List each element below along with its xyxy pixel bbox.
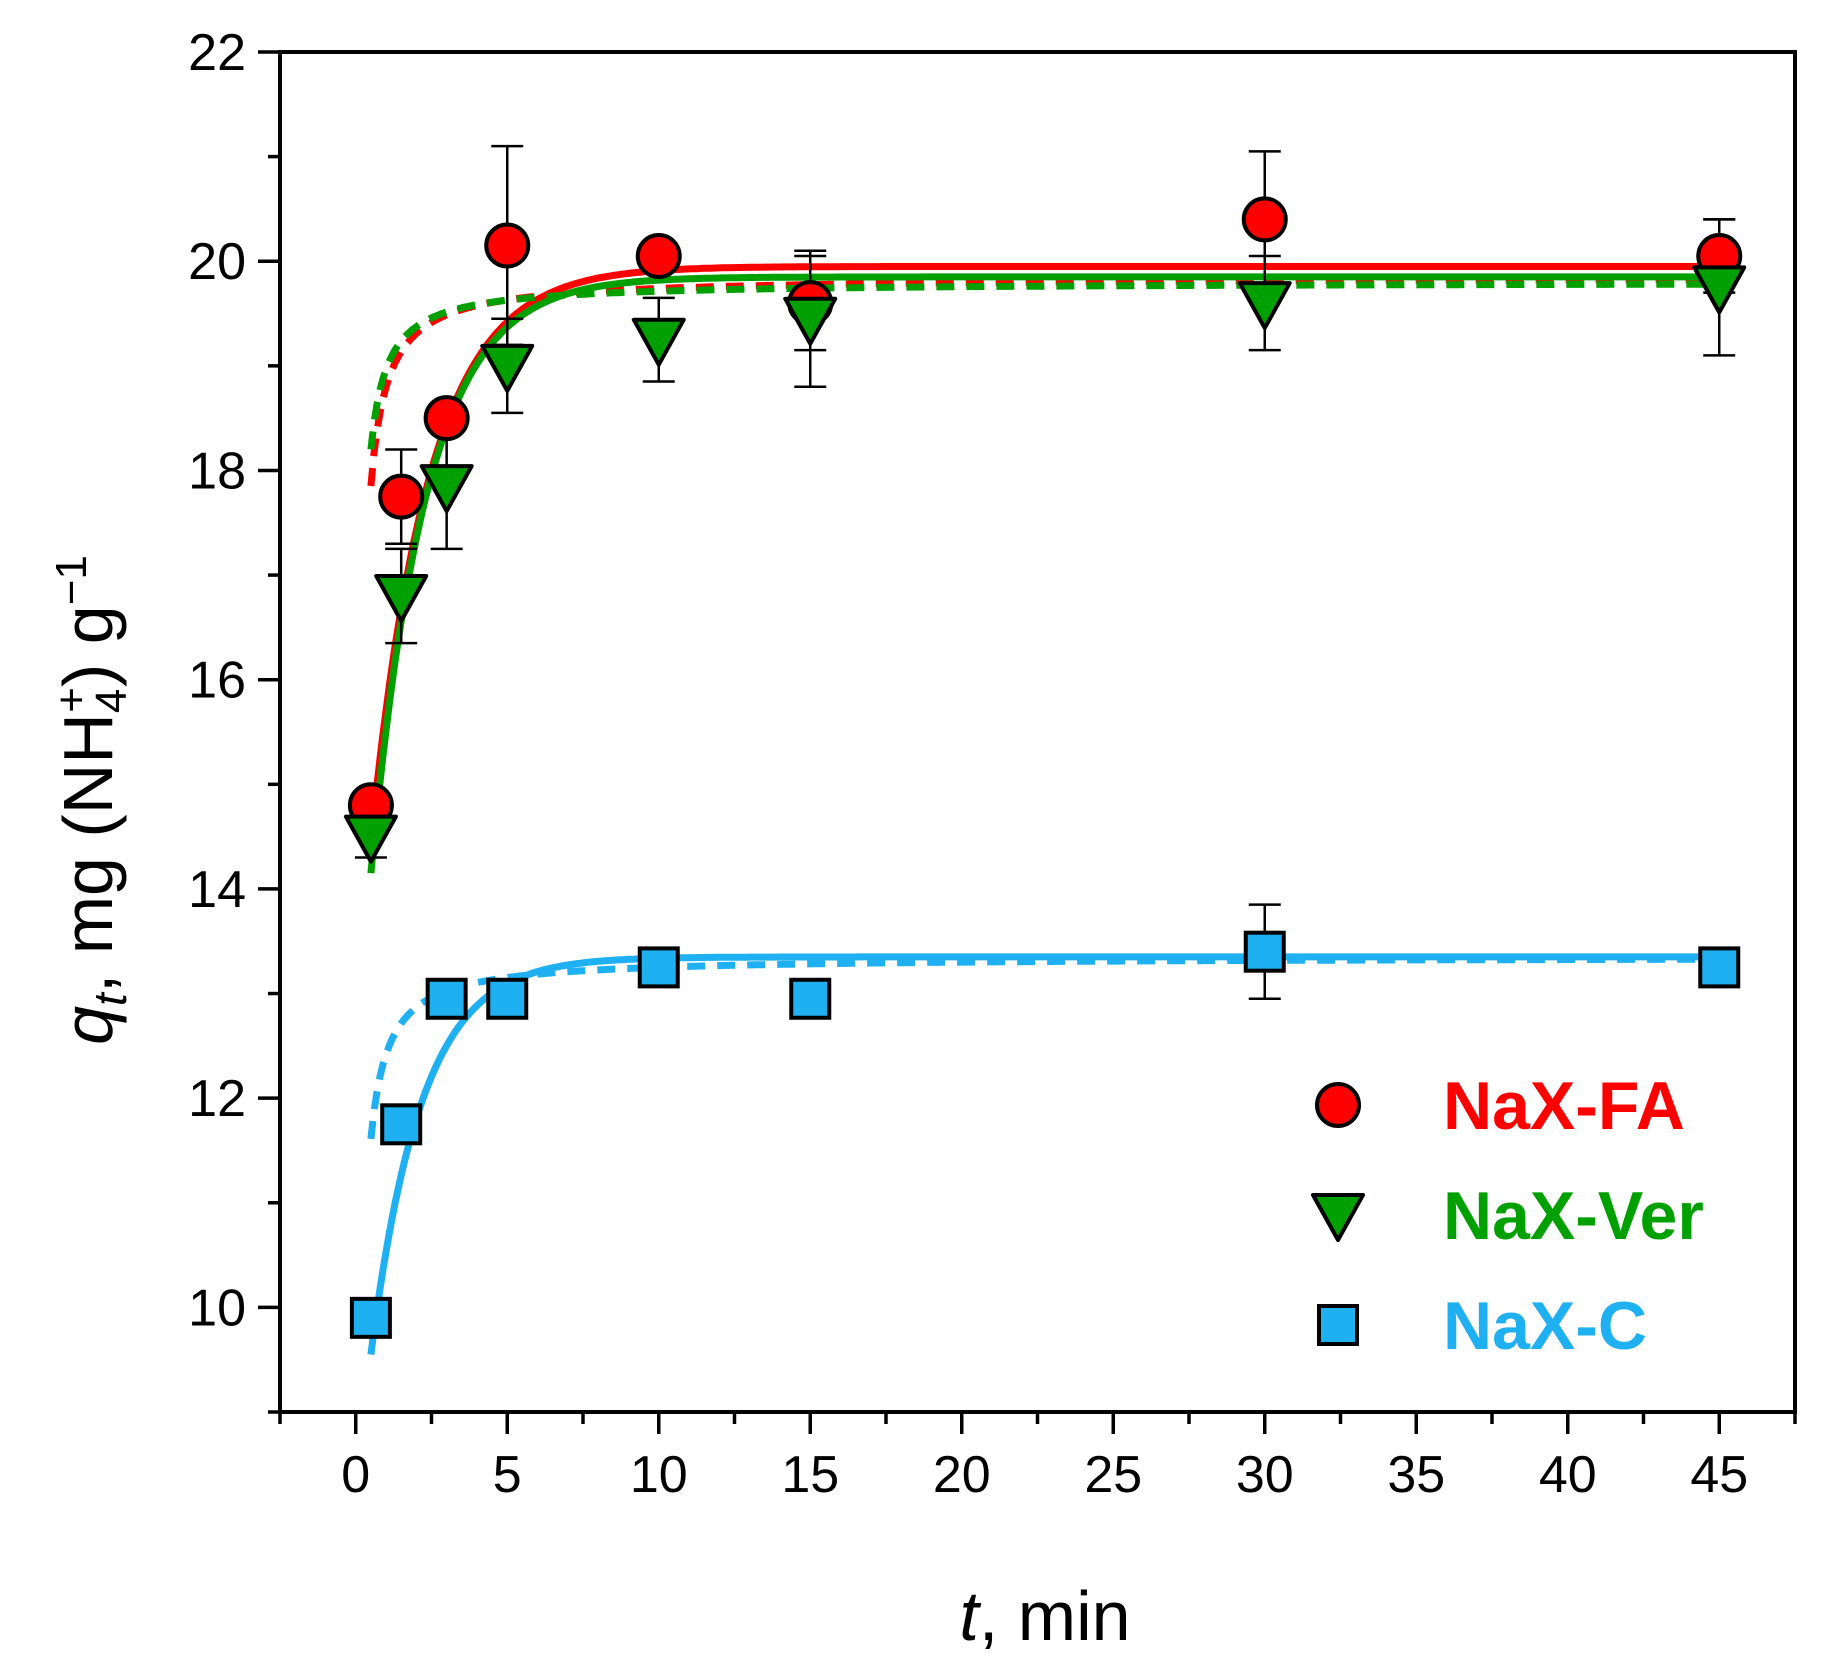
x-tick-label: 0 <box>341 1446 370 1504</box>
nax-c-data-point <box>789 977 832 1020</box>
legend-label-nax-c: NaX-C <box>1443 1288 1647 1364</box>
nax-c-data-point <box>1243 930 1286 973</box>
y-axis-label-tail: ) g <box>49 605 127 687</box>
y-tick-label: 10 <box>188 1279 246 1337</box>
x-axis-label: t, min <box>959 1577 1130 1655</box>
data-markers <box>343 196 1747 1339</box>
nax-fa-data-point <box>423 395 470 442</box>
x-axis-label-symbol: t <box>959 1577 981 1655</box>
legend-label-nax-ver: NaX-Ver <box>1443 1178 1704 1254</box>
nax-ver-data-point <box>374 574 429 623</box>
nax-ver-data-point <box>343 814 398 864</box>
legend: NaX-FA NaX-Ver NaX-C <box>1311 1068 1704 1364</box>
nax-ver-data-point <box>783 296 838 346</box>
y-axis-label-sub: 4 <box>87 689 136 713</box>
x-tick-label: 5 <box>493 1446 522 1504</box>
nax-c-data-point <box>486 977 529 1020</box>
nax-c-data-point <box>349 1296 392 1339</box>
nax-fa-data-point <box>1241 196 1288 243</box>
x-tick-label: 25 <box>1084 1446 1142 1504</box>
nax-c-fit-solid <box>367 953 1717 1355</box>
nax-ver-data-point <box>1692 265 1747 315</box>
nax-ver-fit-solid <box>367 273 1717 874</box>
y-tick-label: 18 <box>188 442 246 500</box>
x-tick-label: 15 <box>781 1446 839 1504</box>
nax-c-data-point <box>380 1103 423 1146</box>
fit-curves <box>367 263 1717 1355</box>
legend-marker-nax-fa <box>1315 1082 1361 1128</box>
axes: 0 5 10 15 20 25 30 35 40 45 10 12 14 16 18 20 22 <box>188 24 1797 1504</box>
legend-label-nax-fa: NaX-FA <box>1443 1068 1685 1144</box>
nax-fa-fit-solid <box>367 263 1717 843</box>
x-tick-label: 40 <box>1539 1446 1597 1504</box>
y-axis-label-tail-sup: −1 <box>47 555 96 605</box>
y-axis-label-sup: + <box>47 687 96 713</box>
nax-ver-fit-dashed <box>367 280 1717 450</box>
nax-fa-data-point <box>484 222 531 269</box>
x-tick-label: 30 <box>1236 1446 1294 1504</box>
x-tick-label: 20 <box>933 1446 991 1504</box>
x-tick-label: 35 <box>1387 1446 1445 1504</box>
legend-marker-nax-ver <box>1311 1193 1365 1242</box>
nax-c-data-point <box>425 977 468 1020</box>
x-tick-label: 45 <box>1690 1446 1748 1504</box>
y-tick-label: 22 <box>188 24 246 82</box>
y-tick-label: 20 <box>188 233 246 291</box>
y-axis-label-text: , mg (NH <box>49 713 127 993</box>
y-axis-label-symbol-sub: t <box>84 991 136 1006</box>
nax-c-data-point <box>1698 946 1741 989</box>
nax-fa-data-point <box>635 233 682 279</box>
y-tick-label: 16 <box>188 652 246 710</box>
nax-fa-data-point <box>378 473 425 520</box>
nax-ver-data-point <box>1237 281 1292 331</box>
nax-ver-data-point <box>480 343 535 393</box>
nax-ver-data-point <box>631 317 686 367</box>
y-axis-label-symbol: q <box>49 1006 127 1045</box>
x-axis-label-rest: , min <box>979 1577 1131 1655</box>
nax-c-data-point <box>637 946 680 989</box>
nax-ver-data-point <box>419 464 474 514</box>
y-tick-label: 12 <box>188 1070 246 1128</box>
legend-marker-nax-c <box>1317 1304 1359 1346</box>
y-axis-label: qt, mg (NH4+) g−1 <box>47 555 136 1045</box>
y-tick-label: 14 <box>188 861 246 919</box>
x-tick-label: 10 <box>630 1446 688 1504</box>
